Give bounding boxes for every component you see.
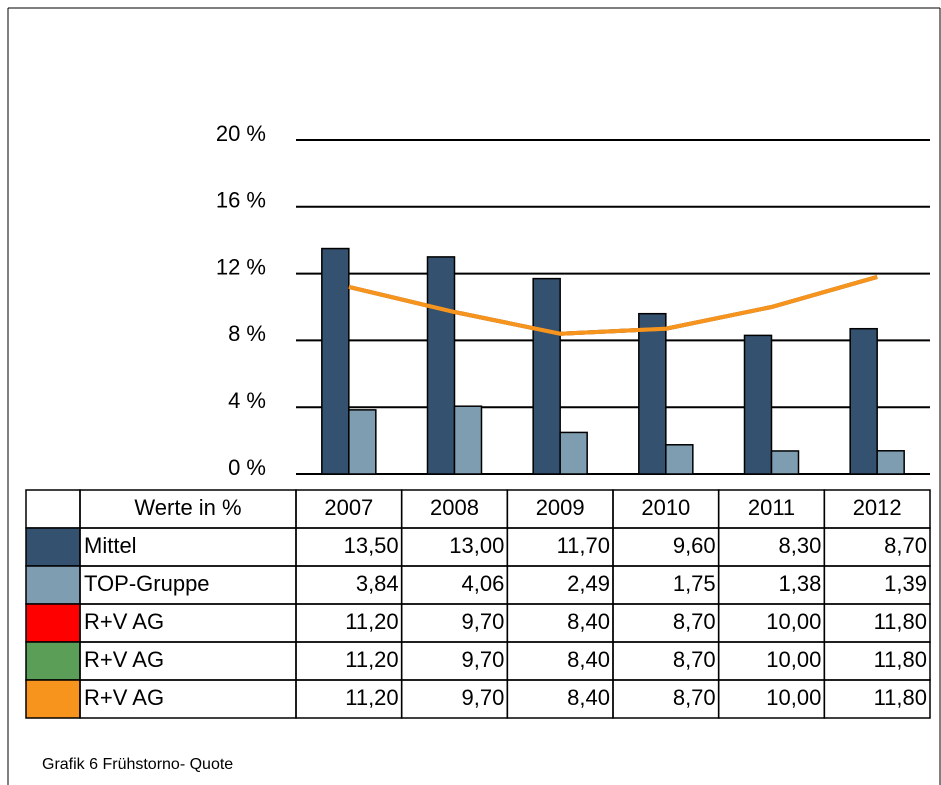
value-label: 10,00 — [766, 609, 821, 634]
y-tick-label: 8 % — [228, 321, 266, 346]
x-tick-label: 2011 — [748, 495, 795, 520]
value-label: 11,80 — [874, 609, 927, 634]
legend-label: R+V AG — [84, 647, 164, 672]
value-label: 9,70 — [462, 609, 505, 634]
value-label: 11,20 — [345, 685, 398, 710]
value-label: 8,30 — [779, 533, 822, 558]
legend-swatch — [25, 641, 81, 681]
x-tick-label: 2007 — [324, 495, 373, 520]
x-tick-label: 2009 — [536, 495, 585, 520]
value-label: 2,49 — [567, 571, 610, 596]
value-label: 9,60 — [673, 533, 716, 558]
value-label: 8,40 — [567, 685, 610, 710]
legend-swatch — [25, 527, 81, 567]
legend-swatch — [25, 565, 81, 605]
value-label: 4,06 — [462, 571, 505, 596]
bar — [532, 277, 561, 475]
caption: Grafik 6 Frühstorno- Quote — [42, 756, 233, 773]
value-label: 1,75 — [673, 571, 716, 596]
line — [348, 275, 878, 336]
y-tick-label: 4 % — [228, 388, 266, 413]
value-label: 11,80 — [874, 647, 927, 672]
value-label: 11,80 — [874, 685, 927, 710]
value-label: 10,00 — [766, 685, 821, 710]
value-label: 11,70 — [557, 533, 610, 558]
value-label: 1,38 — [779, 571, 822, 596]
bar — [743, 334, 773, 475]
legend-label: R+V AG — [84, 609, 164, 634]
y-tick-label: 20 % — [216, 121, 266, 146]
y-tick-label: 0 % — [228, 455, 266, 480]
value-label: 8,70 — [673, 685, 716, 710]
value-label: 1,39 — [884, 571, 927, 596]
x-tick-label: 2008 — [430, 495, 479, 520]
bar — [770, 450, 800, 475]
legend-swatch — [25, 603, 81, 643]
value-label: 9,70 — [462, 647, 505, 672]
x-tick-label: 2010 — [641, 495, 690, 520]
bar — [426, 256, 456, 475]
value-label: 11,20 — [345, 609, 398, 634]
value-label: 13,00 — [449, 533, 504, 558]
legend-label: Mittel — [84, 533, 137, 558]
table-cell — [25, 489, 81, 529]
value-label: 13,50 — [344, 533, 399, 558]
y-tick-label: 12 % — [216, 254, 266, 279]
y-tick-label: 16 % — [216, 188, 266, 213]
bar — [876, 450, 905, 475]
legend-label: TOP-Gruppe — [84, 571, 210, 596]
value-label: 9,70 — [462, 685, 505, 710]
value-label: 8,40 — [567, 647, 610, 672]
value-label: 8,70 — [884, 533, 927, 558]
bar — [453, 405, 483, 475]
bar — [559, 431, 588, 475]
value-label: 8,40 — [567, 609, 610, 634]
bar — [638, 312, 667, 475]
value-label: 11,20 — [345, 647, 398, 672]
x-tick-label: 2012 — [853, 495, 902, 520]
table-cell — [823, 679, 931, 719]
legend-swatch — [25, 679, 81, 719]
table-header: Werte in % — [134, 495, 241, 520]
legend-label: R+V AG — [84, 685, 164, 710]
bar — [849, 327, 878, 475]
bar — [348, 409, 377, 475]
bar — [665, 444, 694, 475]
value-label: 3,84 — [356, 571, 399, 596]
value-label: 8,70 — [673, 647, 716, 672]
value-label: 10,00 — [766, 647, 821, 672]
bar — [321, 247, 350, 475]
value-label: 8,70 — [673, 609, 716, 634]
